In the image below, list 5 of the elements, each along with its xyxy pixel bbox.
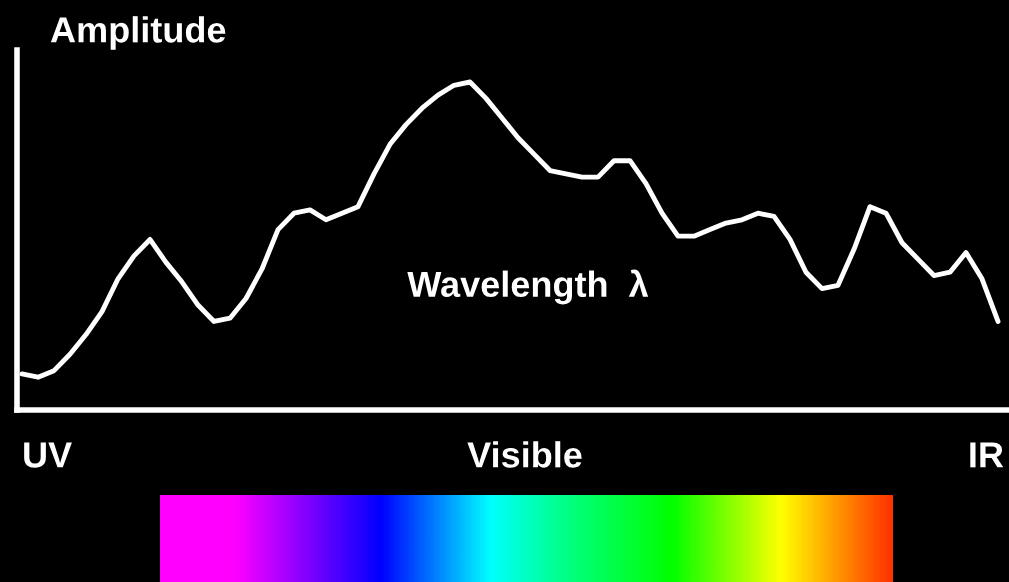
y-axis-title: Amplitude <box>50 16 226 50</box>
text: IR <box>970 442 1004 468</box>
text: Visible <box>467 441 582 468</box>
x-axis-title: Wavelength λ <box>407 269 649 305</box>
text: UV <box>24 442 72 468</box>
